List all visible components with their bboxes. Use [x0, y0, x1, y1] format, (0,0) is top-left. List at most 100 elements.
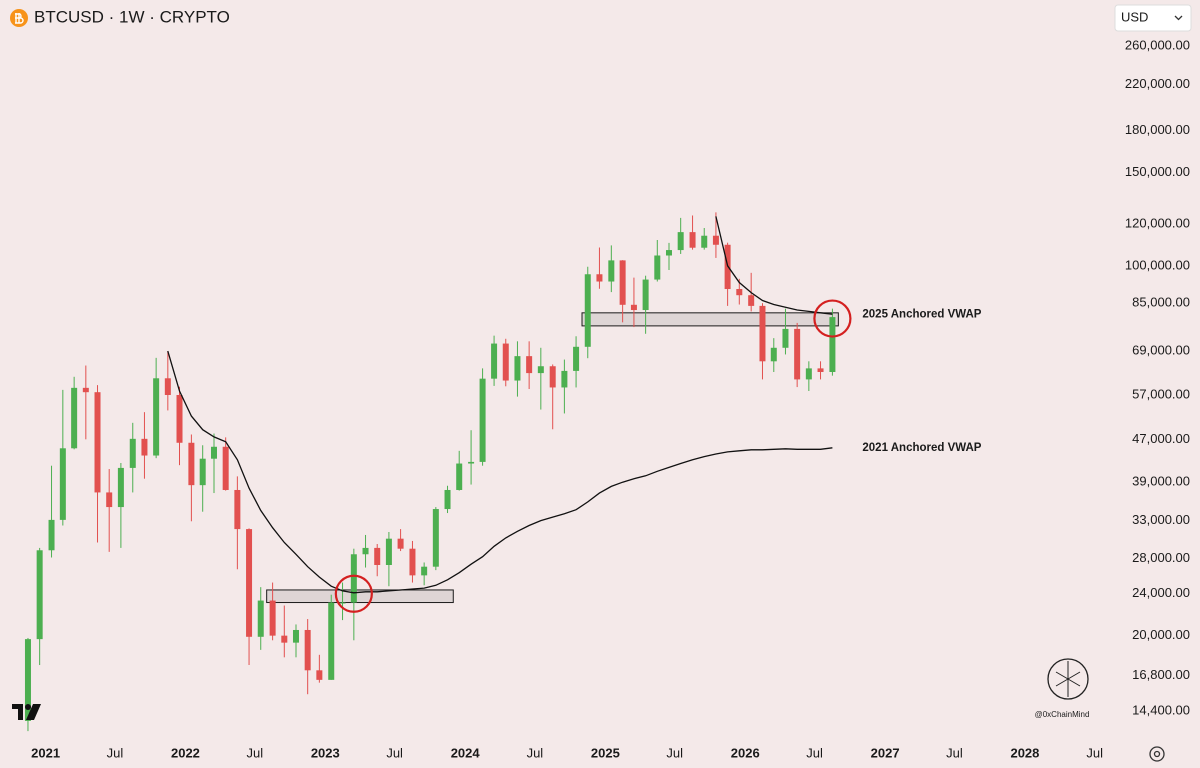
candle-body	[491, 343, 498, 379]
candle-body	[36, 550, 43, 640]
candle-body	[374, 547, 381, 565]
settings-icon[interactable]	[1149, 746, 1165, 762]
y-tick-label: 100,000.00	[1125, 257, 1190, 272]
currency-chevron[interactable]	[1174, 15, 1183, 21]
x-tick-label: Jul	[386, 745, 403, 760]
candle-body	[608, 260, 615, 282]
x-tick-label: 2025	[591, 745, 620, 760]
x-tick-label: Jul	[806, 745, 823, 760]
candle-body	[385, 538, 392, 565]
y-tick-label: 24,000.00	[1132, 585, 1190, 600]
candle-body	[584, 274, 591, 347]
y-tick-label: 69,000.00	[1132, 343, 1190, 358]
candle-body	[129, 438, 136, 468]
y-tick-label: 85,000.00	[1132, 295, 1190, 310]
series-label: 2025 Anchored VWAP	[862, 308, 981, 320]
candle-body	[573, 346, 580, 371]
logo-part	[26, 704, 41, 720]
x-tick-label: Jul	[246, 745, 263, 760]
currency-select[interactable]	[1114, 4, 1192, 32]
candle-body	[304, 629, 311, 671]
candle-body	[805, 368, 812, 380]
candle-body	[630, 304, 637, 311]
logo-part	[12, 704, 23, 720]
y-tick-label: 16,800.00	[1132, 667, 1190, 682]
candle-body	[736, 289, 743, 296]
candle-body	[526, 356, 533, 374]
candle-body	[654, 255, 661, 280]
candle-body	[350, 554, 357, 603]
candle-body	[689, 232, 696, 248]
x-tick-label: 2023	[311, 745, 340, 760]
zone	[266, 589, 454, 604]
candle-body	[199, 458, 206, 486]
candle-body	[94, 392, 101, 493]
highlight-circle	[813, 299, 852, 338]
x-tick-label: Jul	[107, 745, 124, 760]
y-tick-label: 20,000.00	[1132, 627, 1190, 642]
candle-body	[748, 295, 755, 306]
tradingview-logo[interactable]	[12, 704, 41, 720]
candle-body	[456, 463, 463, 490]
candle-body	[48, 519, 55, 551]
candle-body	[479, 378, 486, 462]
x-tick-label: Jul	[1086, 745, 1103, 760]
candle-body	[770, 347, 777, 362]
candle-body	[677, 232, 684, 251]
y-tick-label: 150,000.00	[1125, 164, 1190, 179]
candle-body	[188, 442, 195, 486]
y-tick-label: 57,000.00	[1132, 386, 1190, 401]
candle-body	[141, 438, 148, 456]
candle-body	[222, 446, 229, 490]
candle-body	[71, 387, 78, 449]
candle-body	[596, 274, 603, 282]
candle-body	[537, 366, 544, 374]
candle-body	[106, 492, 113, 508]
y-tick-label: 180,000.00	[1125, 122, 1190, 137]
candle-body	[59, 448, 66, 520]
x-tick-label: 2026	[731, 745, 760, 760]
candle-body	[316, 670, 323, 680]
candle-body	[502, 343, 509, 381]
x-tick-label: 2027	[871, 745, 900, 760]
currency-label[interactable]: USD	[1121, 9, 1148, 24]
candle-body	[701, 235, 708, 248]
candle-body	[117, 467, 124, 508]
zone	[581, 312, 839, 327]
y-tick-label: 33,000.00	[1132, 512, 1190, 527]
y-tick-label: 14,400.00	[1132, 703, 1190, 718]
y-tick-label: 260,000.00	[1125, 38, 1190, 53]
watermark-icon	[1055, 661, 1081, 697]
y-tick-label: 39,000.00	[1132, 474, 1190, 489]
candle-body	[24, 639, 31, 721]
candle-body	[246, 529, 253, 637]
candle-body	[432, 509, 439, 567]
x-tick-label: 2028	[1010, 745, 1039, 760]
candle-body	[468, 461, 475, 464]
settings-icon[interactable]	[1153, 750, 1161, 758]
plot-area	[24, 212, 852, 732]
highlight-circle	[334, 574, 373, 613]
chart-title: BTCUSD · 1W · CRYPTO	[34, 7, 230, 26]
y-tick-label: 47,000.00	[1132, 431, 1190, 446]
vwap-line	[715, 216, 833, 315]
candle-body	[444, 489, 451, 510]
settings-button[interactable]	[1149, 746, 1165, 762]
series-label: 2021 Anchored VWAP	[862, 442, 981, 454]
x-tick-label: 2022	[171, 745, 200, 760]
y-tick-label: 220,000.00	[1125, 76, 1190, 91]
candle-body	[269, 600, 276, 636]
watermark-logo	[1047, 658, 1089, 700]
candle-body	[642, 279, 649, 311]
candle-body	[339, 602, 346, 604]
candle-body	[421, 566, 428, 576]
candle-body	[829, 317, 836, 372]
candle-body	[328, 602, 335, 680]
candle-body	[257, 600, 264, 637]
candle-body	[409, 548, 416, 576]
candle-body	[82, 387, 89, 393]
candle-body	[292, 629, 299, 643]
